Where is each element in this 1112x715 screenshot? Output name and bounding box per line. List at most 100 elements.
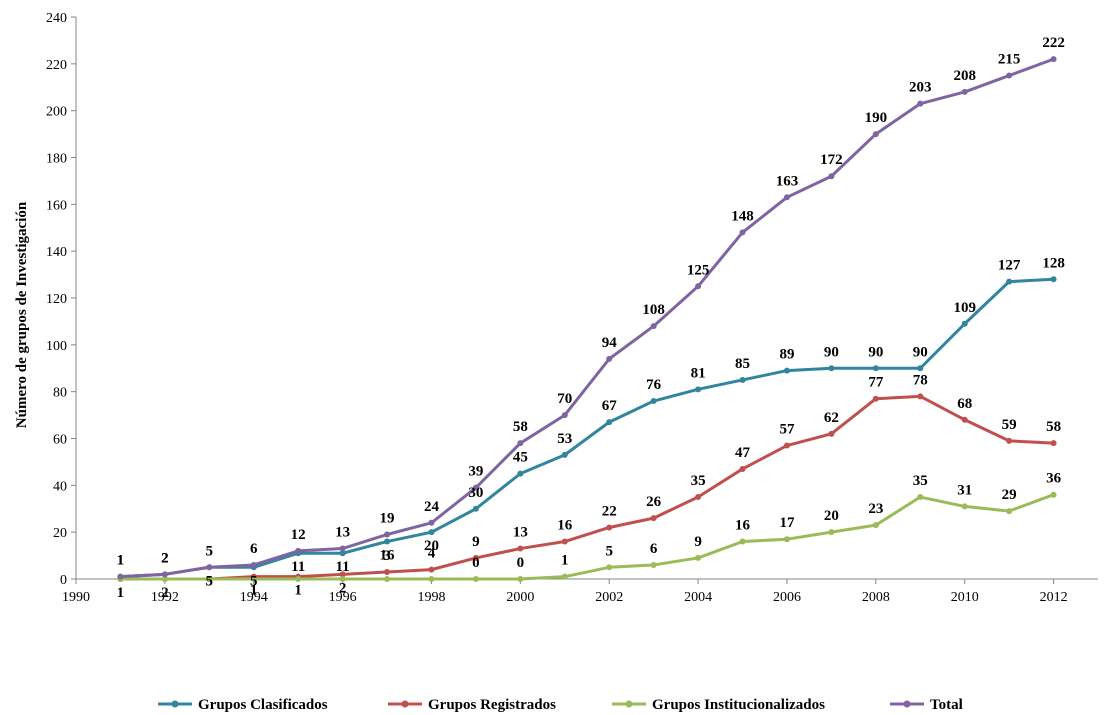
data-point [384, 568, 391, 575]
legend-marker [625, 700, 633, 708]
data-label: 11 [291, 559, 305, 575]
data-point [739, 538, 746, 545]
data-point [961, 88, 968, 95]
data-point [561, 412, 568, 419]
data-label: 203 [909, 80, 932, 96]
data-point [1006, 437, 1013, 444]
x-tick-label: 1990 [62, 590, 90, 605]
x-tick-label: 2006 [773, 590, 801, 605]
data-label: 89 [779, 347, 794, 363]
data-label: 77 [868, 375, 884, 391]
data-point [161, 571, 168, 578]
data-point [606, 355, 613, 362]
y-tick-label: 40 [53, 479, 67, 494]
data-point [739, 465, 746, 472]
x-tick-label: 1992 [151, 590, 179, 605]
data-point [650, 398, 657, 405]
data-point [428, 529, 435, 536]
data-label: 13 [335, 525, 350, 541]
series-line [120, 277, 1054, 579]
data-point [917, 494, 924, 501]
data-point [606, 419, 613, 426]
data-label: 57 [779, 422, 795, 438]
data-point [828, 173, 835, 180]
data-label: 2 [161, 585, 169, 601]
data-label: 58 [513, 419, 528, 435]
data-label: 172 [820, 152, 843, 168]
data-label: 1 [117, 585, 125, 601]
data-point [917, 100, 924, 107]
data-point [295, 547, 302, 554]
legend-label: Grupos Institucionalizados [652, 697, 825, 713]
data-label: 12 [291, 527, 306, 543]
data-point [961, 416, 968, 423]
y-tick-label: 60 [53, 433, 67, 448]
series-line [120, 493, 1055, 581]
x-tick-label: 2008 [862, 590, 890, 605]
data-label: 85 [735, 356, 750, 372]
y-tick-label: 0 [60, 573, 67, 588]
x-tick-label: 2002 [595, 590, 623, 605]
y-axis-label: Número de grupos de Investigación [14, 201, 30, 428]
data-label: 35 [691, 473, 706, 489]
legend: Grupos Clasificados Grupos Registrados Gru… [158, 697, 963, 713]
data-point [250, 576, 257, 582]
data-point [428, 576, 435, 582]
x-tick-label: 2000 [506, 590, 534, 605]
data-label: 1 [117, 553, 125, 569]
data-label: 2 [339, 580, 347, 596]
series-line [120, 57, 1055, 579]
data-label: 1 [561, 553, 569, 569]
data-point [384, 576, 391, 582]
data-label: 4 [428, 546, 436, 562]
data-label: 20 [424, 538, 439, 554]
data-point [650, 323, 657, 330]
data-point [472, 484, 479, 491]
data-label: 5 [206, 543, 214, 559]
data-label: 17 [779, 515, 795, 531]
data-point [339, 571, 346, 578]
data-point [872, 395, 879, 402]
data-point [917, 393, 924, 400]
y-tick-label: 100 [46, 339, 67, 354]
legend-marker [401, 700, 409, 708]
data-label: 76 [646, 377, 662, 393]
legend-label: Grupos Clasificados [198, 697, 328, 713]
data-point [1050, 276, 1057, 283]
data-label: 78 [913, 372, 928, 388]
x-tick-label: 1994 [240, 590, 268, 605]
x-tick-label: 2010 [951, 590, 979, 605]
data-point [872, 131, 879, 138]
data-point [1006, 278, 1013, 285]
data-point [1006, 508, 1013, 515]
data-label: 6 [250, 541, 258, 557]
data-label: 2 [161, 550, 169, 566]
data-point [561, 538, 568, 545]
data-label: 13 [513, 525, 528, 541]
data-label: 5 [206, 573, 214, 589]
data-label: 5 [605, 543, 613, 559]
data-point [695, 386, 702, 393]
data-label: 190 [865, 110, 888, 126]
data-label: 62 [824, 410, 839, 426]
data-label: 94 [602, 335, 618, 351]
data-point [1050, 491, 1057, 498]
data-label: 39 [468, 464, 483, 480]
data-point [561, 573, 568, 580]
data-label: 222 [1042, 35, 1065, 51]
data-point [917, 365, 924, 372]
data-label: 47 [735, 445, 751, 461]
data-label: 5 [250, 573, 258, 589]
data-point [517, 576, 524, 582]
data-point [517, 440, 524, 447]
data-label: 16 [735, 518, 751, 534]
data-point [384, 531, 391, 538]
x-tick-label: 2012 [1040, 590, 1068, 605]
data-point [739, 376, 746, 383]
data-point [828, 365, 835, 372]
y-tick-label: 200 [46, 105, 67, 120]
data-point [206, 564, 213, 571]
data-label: 208 [953, 68, 976, 84]
